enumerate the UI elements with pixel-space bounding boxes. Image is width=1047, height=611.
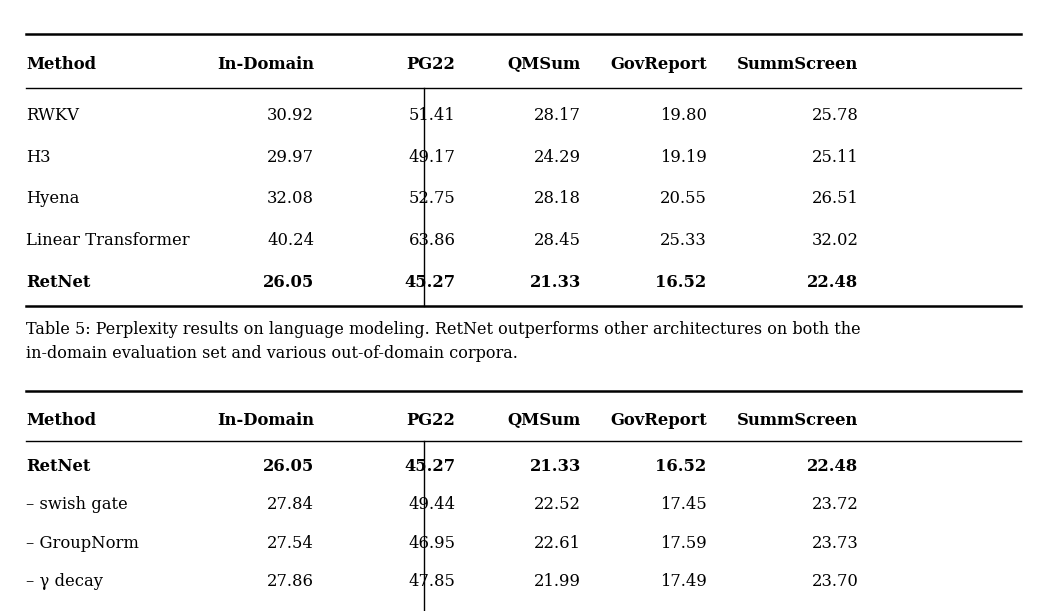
Text: 26.05: 26.05 — [263, 274, 314, 291]
Text: Method: Method — [26, 412, 96, 428]
Text: 21.33: 21.33 — [530, 458, 581, 475]
Text: 28.45: 28.45 — [534, 232, 581, 249]
Text: 27.54: 27.54 — [267, 535, 314, 552]
Text: 22.48: 22.48 — [807, 274, 859, 291]
Text: 27.86: 27.86 — [267, 573, 314, 590]
Text: 27.84: 27.84 — [267, 496, 314, 513]
Text: 30.92: 30.92 — [267, 107, 314, 123]
Text: GovReport: GovReport — [610, 412, 707, 428]
Text: 49.17: 49.17 — [408, 148, 455, 166]
Text: SummScreen: SummScreen — [737, 56, 859, 73]
Text: RetNet: RetNet — [26, 458, 90, 475]
Text: Method: Method — [26, 56, 96, 73]
Text: 17.49: 17.49 — [660, 573, 707, 590]
Text: 17.59: 17.59 — [660, 535, 707, 552]
Text: RetNet: RetNet — [26, 274, 90, 291]
Text: 16.52: 16.52 — [655, 458, 707, 475]
Text: 19.80: 19.80 — [660, 107, 707, 123]
Text: In-Domain: In-Domain — [217, 412, 314, 428]
Text: 20.55: 20.55 — [660, 191, 707, 207]
Text: 26.51: 26.51 — [811, 191, 859, 207]
Text: 32.08: 32.08 — [267, 191, 314, 207]
Text: 21.33: 21.33 — [530, 274, 581, 291]
Text: PG22: PG22 — [406, 56, 455, 73]
Text: 16.52: 16.52 — [655, 274, 707, 291]
Text: RWKV: RWKV — [26, 107, 80, 123]
Text: – GroupNorm: – GroupNorm — [26, 535, 139, 552]
Text: H3: H3 — [26, 148, 50, 166]
Text: 46.95: 46.95 — [408, 535, 455, 552]
Text: – γ decay: – γ decay — [26, 573, 104, 590]
Text: 40.24: 40.24 — [267, 232, 314, 249]
Text: 22.52: 22.52 — [534, 496, 581, 513]
Text: 21.99: 21.99 — [534, 573, 581, 590]
Text: SummScreen: SummScreen — [737, 412, 859, 428]
Text: 24.29: 24.29 — [534, 148, 581, 166]
Text: 23.72: 23.72 — [811, 496, 859, 513]
Text: 32.02: 32.02 — [811, 232, 859, 249]
Text: 51.41: 51.41 — [408, 107, 455, 123]
Text: GovReport: GovReport — [610, 56, 707, 73]
Text: 23.73: 23.73 — [811, 535, 859, 552]
Text: PG22: PG22 — [406, 412, 455, 428]
Text: 23.70: 23.70 — [811, 573, 859, 590]
Text: 45.27: 45.27 — [404, 458, 455, 475]
Text: QMSum: QMSum — [508, 412, 581, 428]
Text: 52.75: 52.75 — [408, 191, 455, 207]
Text: QMSum: QMSum — [508, 56, 581, 73]
Text: 22.48: 22.48 — [807, 458, 859, 475]
Text: 25.33: 25.33 — [660, 232, 707, 249]
Text: 25.11: 25.11 — [811, 148, 859, 166]
Text: 45.27: 45.27 — [404, 274, 455, 291]
Text: 26.05: 26.05 — [263, 458, 314, 475]
Text: 17.45: 17.45 — [660, 496, 707, 513]
Text: 49.44: 49.44 — [408, 496, 455, 513]
Text: – swish gate: – swish gate — [26, 496, 128, 513]
Text: Table 5: Perplexity results on language modeling. RetNet outperforms other archi: Table 5: Perplexity results on language … — [26, 321, 861, 362]
Text: 28.18: 28.18 — [534, 191, 581, 207]
Text: In-Domain: In-Domain — [217, 56, 314, 73]
Text: 28.17: 28.17 — [534, 107, 581, 123]
Text: 47.85: 47.85 — [408, 573, 455, 590]
Text: 29.97: 29.97 — [267, 148, 314, 166]
Text: 25.78: 25.78 — [811, 107, 859, 123]
Text: Linear Transformer: Linear Transformer — [26, 232, 190, 249]
Text: 22.61: 22.61 — [534, 535, 581, 552]
Text: 19.19: 19.19 — [660, 148, 707, 166]
Text: Hyena: Hyena — [26, 191, 80, 207]
Text: 63.86: 63.86 — [408, 232, 455, 249]
